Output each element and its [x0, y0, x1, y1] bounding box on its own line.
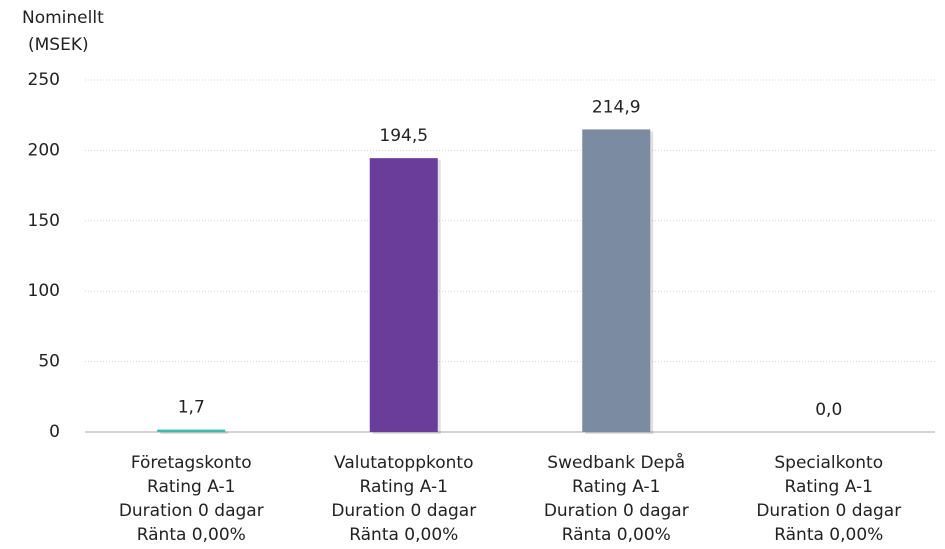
x-tick-label: Företagskonto: [131, 453, 252, 473]
bar: [582, 129, 651, 432]
y-tick-label: 150: [28, 211, 60, 231]
x-tick-label: Specialkonto: [774, 453, 883, 473]
bar: [369, 158, 438, 433]
x-tick-label: Ränta 0,00%: [774, 525, 883, 545]
y-tick-label: 200: [28, 140, 60, 160]
x-tick-label: Duration 0 dagar: [331, 501, 476, 521]
y-tick-label: 250: [28, 70, 60, 90]
value-label: 0,0: [815, 400, 842, 420]
value-label: 214,9: [592, 97, 641, 117]
y-tick-label: 100: [28, 281, 60, 301]
x-tick-label: Ränta 0,00%: [137, 525, 246, 545]
x-tick-label: Valutatoppkonto: [334, 453, 473, 473]
x-tick-label: Rating A-1: [572, 477, 660, 497]
x-tick-label: Rating A-1: [360, 477, 448, 497]
y-tick-label: 50: [38, 352, 60, 372]
value-label: 1,7: [178, 398, 205, 418]
x-tick-label: Ränta 0,00%: [562, 525, 671, 545]
x-tick-label: Swedbank Depå: [547, 452, 685, 473]
x-tick-label: Duration 0 dagar: [544, 501, 689, 521]
x-tick-label: Duration 0 dagar: [756, 501, 901, 521]
y-tick-label: 0: [49, 422, 60, 442]
value-label: 194,5: [379, 126, 428, 146]
y-axis-label: Nominellt: [22, 8, 104, 28]
x-tick-label: Rating A-1: [147, 477, 235, 497]
bar-shadow: [160, 431, 229, 434]
x-tick-label: Ränta 0,00%: [349, 525, 458, 545]
bar: [157, 429, 226, 432]
y-axis-label: (MSEK): [28, 35, 89, 55]
x-tick-label: Duration 0 dagar: [119, 501, 264, 521]
x-tick-label: Rating A-1: [785, 477, 873, 497]
